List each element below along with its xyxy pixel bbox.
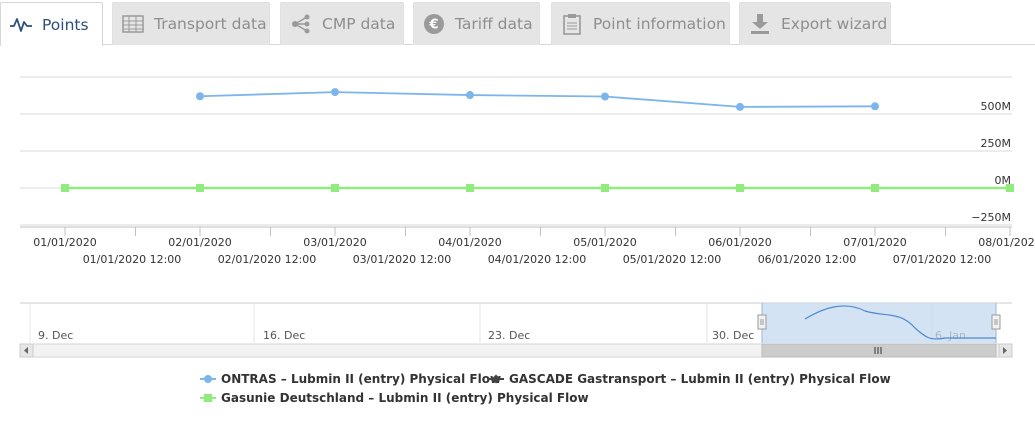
y-tick-label: 500M xyxy=(981,100,1012,113)
x-tick-label: 07/01/2020 xyxy=(843,236,906,249)
navigator-date-label: 23. Dec xyxy=(488,329,530,342)
download-icon xyxy=(748,12,772,36)
x-tick-label: 02/01/2020 12:00 xyxy=(218,253,317,266)
x-tick-label: 04/01/2020 12:00 xyxy=(488,253,587,266)
legend-label: GASCADE Gastransport – Lubmin II (entry)… xyxy=(509,372,891,386)
legend-item-gasunie[interactable]: Gasunie Deutschland – Lubmin II (entry) … xyxy=(200,391,589,405)
scrollbar-thumb[interactable] xyxy=(761,343,997,358)
x-tick-label: 03/01/2020 12:00 xyxy=(353,253,452,266)
y-axis-labels: 500M 250M 0M −250M xyxy=(971,100,1011,224)
series-point-2 xyxy=(331,184,339,192)
chart: 500M 250M 0M −250M 01/01/2020 01/01/2020 12:… xyxy=(19,76,1035,358)
series-layer xyxy=(61,88,1014,192)
tab-export-wizard[interactable]: Export wizard xyxy=(739,2,891,45)
tab-tariff-data[interactable]: € Tariff data xyxy=(413,2,540,45)
tab-label: Points xyxy=(42,15,89,34)
line-chart-icon xyxy=(9,13,33,37)
x-tick-label: 05/01/2020 xyxy=(573,236,636,249)
series-point-2 xyxy=(1006,184,1014,192)
x-tick-label: 01/01/2020 12:00 xyxy=(83,253,182,266)
tab-point-information[interactable]: Point information xyxy=(551,2,730,45)
tab-label: Point information xyxy=(593,15,726,33)
arrow-right-icon xyxy=(1003,347,1007,354)
y-tick-label: 250M xyxy=(981,137,1012,150)
y-tick-label: 0M xyxy=(995,174,1012,187)
navigator-date-label: 30. Dec xyxy=(712,329,754,342)
x-tick-label: 03/01/2020 xyxy=(303,236,366,249)
series-point-0 xyxy=(331,88,339,97)
series-line-0 xyxy=(199,91,876,108)
navigator-selected-range[interactable] xyxy=(762,303,996,343)
series-point-2 xyxy=(196,184,204,192)
svg-text:€: € xyxy=(428,18,438,33)
y-tick-label: −250M xyxy=(971,211,1011,224)
tab-points[interactable]: Points xyxy=(0,2,103,46)
navigator-right-handle[interactable] xyxy=(991,314,1001,330)
tab-transport-data[interactable]: Transport data xyxy=(112,2,270,45)
circle-marker-icon xyxy=(200,374,216,384)
navigator-date-label: 9. Dec xyxy=(38,329,73,342)
scrollbar[interactable] xyxy=(19,343,1013,358)
grip-icon xyxy=(874,347,882,354)
series-point-0 xyxy=(736,102,744,111)
series-point-2 xyxy=(601,184,609,192)
series-point-2 xyxy=(871,184,879,192)
navigator-left-handle[interactable] xyxy=(757,314,767,330)
diamond-marker-icon xyxy=(488,374,504,384)
x-tick-label: 07/01/2020 12:00 xyxy=(893,253,992,266)
x-tick-label: 05/01/2020 12:00 xyxy=(623,253,722,266)
navigator-date-label: 16. Dec xyxy=(263,329,305,342)
table-icon xyxy=(121,12,145,36)
square-marker-icon xyxy=(200,393,216,403)
x-tick-label: 04/01/2020 xyxy=(438,236,501,249)
x-tick-label: 08/01/2020 xyxy=(978,236,1035,249)
series-point-2 xyxy=(466,184,474,192)
arrow-left-icon xyxy=(24,347,28,354)
grid-lines xyxy=(20,76,1012,226)
series-point-2 xyxy=(61,184,69,192)
tab-label: CMP data xyxy=(322,15,396,33)
tab-label: Export wizard xyxy=(781,15,888,33)
navigator-series-line xyxy=(804,305,996,340)
tab-bar: Points Transport data CMP data € Tariff … xyxy=(0,0,1035,46)
x-tick-label: 06/01/2020 xyxy=(708,236,771,249)
x-tick-label: 01/01/2020 xyxy=(33,236,96,249)
tab-label: Tariff data xyxy=(455,15,533,33)
tab-label: Transport data xyxy=(154,15,267,33)
share-nodes-icon xyxy=(289,12,313,36)
x-tick-label: 06/01/2020 12:00 xyxy=(758,253,857,266)
series-point-0 xyxy=(466,91,474,100)
series-point-2 xyxy=(736,184,744,192)
tab-cmp-data[interactable]: CMP data xyxy=(280,2,404,45)
legend-item-ontras[interactable]: ONTRAS – Lubmin II (entry) Physical Flow xyxy=(200,372,501,386)
euro-icon: € xyxy=(422,12,446,36)
legend-label: Gasunie Deutschland – Lubmin II (entry) … xyxy=(221,391,589,405)
series-point-0 xyxy=(871,102,879,111)
series-point-0 xyxy=(196,92,204,101)
x-axis: 01/01/2020 01/01/2020 12:00 02/01/2020 02/0… xyxy=(20,226,1035,266)
series-point-0 xyxy=(601,92,609,101)
x-tick-label: 02/01/2020 xyxy=(168,236,231,249)
legend-item-gascade[interactable]: GASCADE Gastransport – Lubmin II (entry)… xyxy=(488,372,891,386)
clipboard-icon xyxy=(560,12,584,36)
legend-label: ONTRAS – Lubmin II (entry) Physical Flow xyxy=(221,372,502,386)
